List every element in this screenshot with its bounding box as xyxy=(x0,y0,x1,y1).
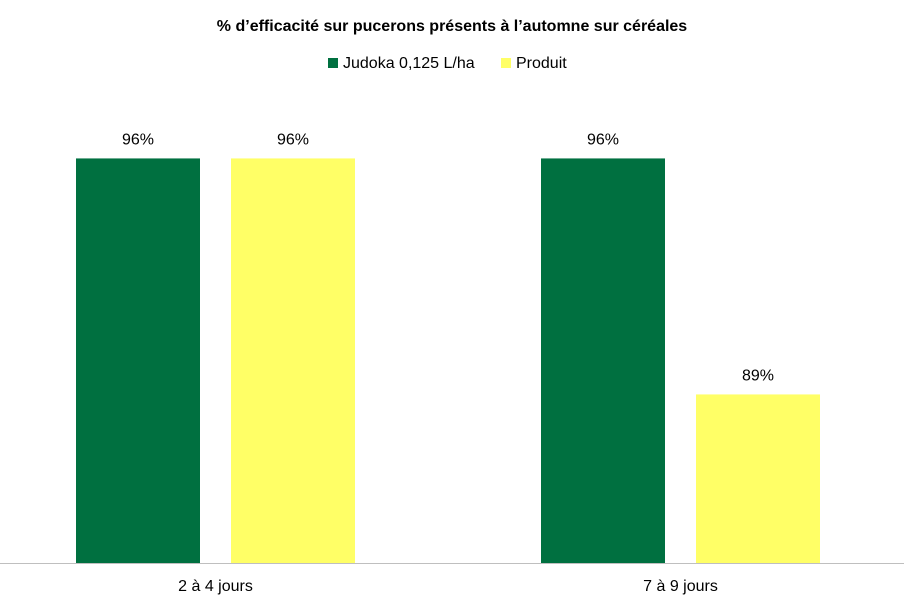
x-tick-label: 7 à 9 jours xyxy=(643,578,718,595)
bar xyxy=(231,158,355,563)
legend-label: Judoka 0,125 L/ha xyxy=(343,55,475,72)
bar xyxy=(696,394,820,563)
legend-swatch xyxy=(501,58,511,68)
data-label: 96% xyxy=(122,132,154,149)
data-label: 96% xyxy=(587,132,619,149)
data-label: 96% xyxy=(277,132,309,149)
bar xyxy=(541,158,665,563)
legend-label: Produit xyxy=(516,55,567,72)
data-label: 89% xyxy=(742,368,774,385)
x-tick-label: 2 à 4 jours xyxy=(178,578,253,595)
chart-title: % d’efficacité sur pucerons présents à l… xyxy=(217,18,688,35)
bar xyxy=(76,158,200,563)
legend-swatch xyxy=(328,58,338,68)
